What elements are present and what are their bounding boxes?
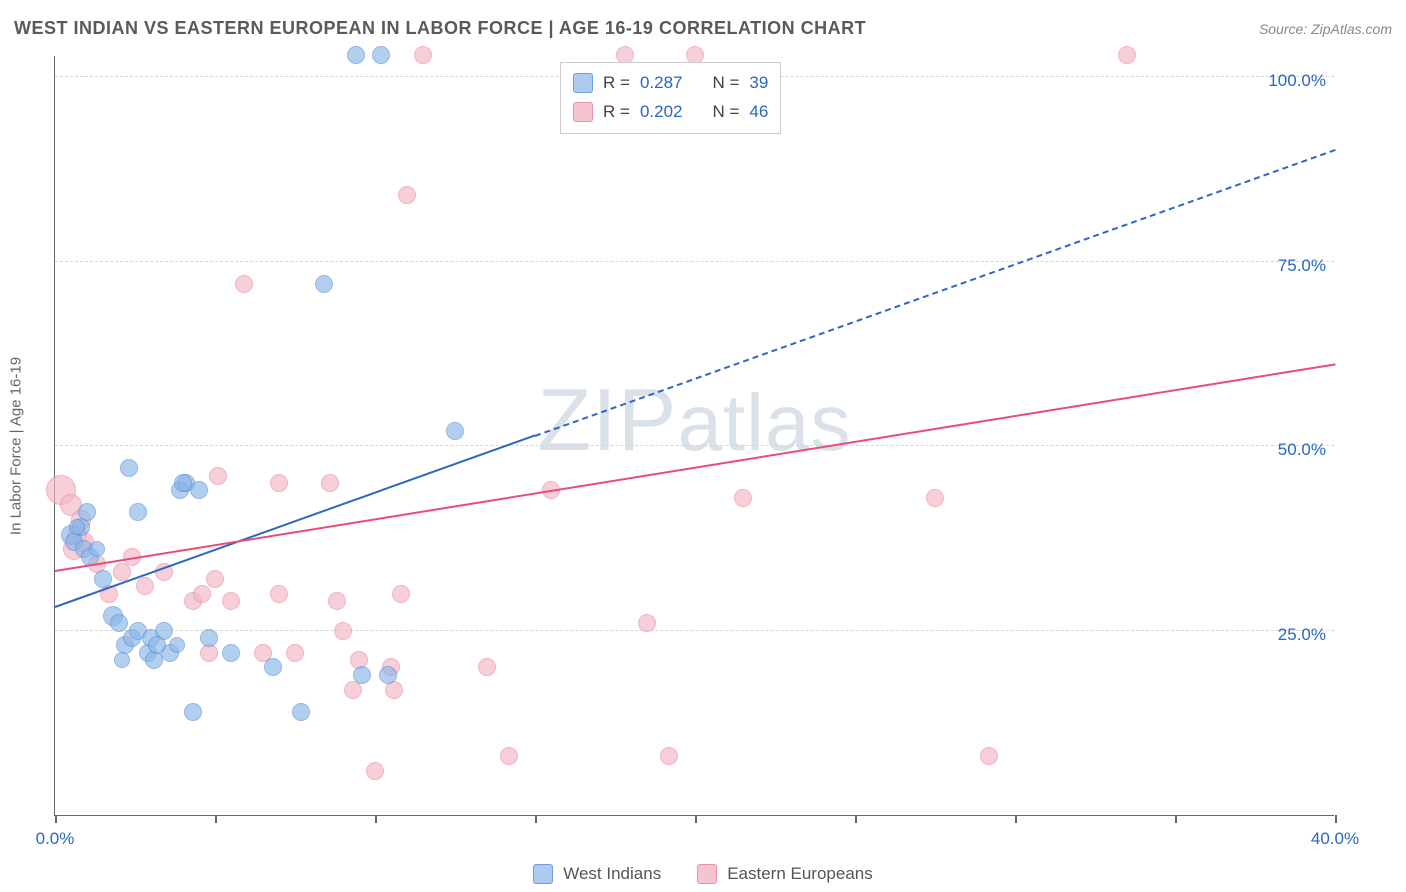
scatter-point [222,644,240,662]
watermark-part-1: ZIP [538,370,678,469]
legend-swatch-icon [697,864,717,884]
scatter-point [734,489,752,507]
y-tick-label: 75.0% [1278,256,1326,276]
y-tick-label: 25.0% [1278,625,1326,645]
gridline [55,261,1334,262]
x-tick [55,815,57,823]
correlation-legend: R = 0.287 N = 39 R = 0.202 N = 46 [560,62,781,134]
x-tick [855,815,857,823]
legend-swatch-icon [533,864,553,884]
scatter-point [174,474,192,492]
scatter-point [638,614,656,632]
scatter-point [129,503,147,521]
n-value: 39 [749,69,768,98]
legend-swatch-icon [573,73,593,93]
x-tick [215,815,217,823]
scatter-point [78,503,96,521]
scatter-point [315,275,333,293]
source-label: Source: ZipAtlas.com [1259,21,1392,37]
scatter-point [446,422,464,440]
legend-label: West Indians [563,864,661,884]
legend-row: R = 0.202 N = 46 [573,98,768,127]
r-value: 0.202 [640,98,683,127]
watermark: ZIPatlas [538,369,852,471]
n-value: 46 [749,98,768,127]
x-tick-label: 0.0% [36,829,75,849]
r-label: R = [603,98,630,127]
scatter-point [184,703,202,721]
scatter-point [169,637,185,653]
scatter-point [353,666,371,684]
scatter-point [292,703,310,721]
scatter-point [500,747,518,765]
scatter-point [347,46,365,64]
n-label: N = [712,98,739,127]
scatter-point [235,275,253,293]
watermark-part-2: atlas [677,378,851,467]
r-value: 0.287 [640,69,683,98]
scatter-point [1118,46,1136,64]
x-tick [375,815,377,823]
y-tick-label: 100.0% [1268,71,1326,91]
scatter-point [372,46,390,64]
gridline [55,445,1334,446]
scatter-point [379,666,397,684]
legend-row: R = 0.287 N = 39 [573,69,768,98]
scatter-point [366,762,384,780]
scatter-point [270,585,288,603]
scatter-point [69,519,85,535]
scatter-point [136,577,154,595]
scatter-point [660,747,678,765]
legend-swatch-icon [573,102,593,122]
scatter-point [398,186,416,204]
x-tick [1015,815,1017,823]
n-label: N = [712,69,739,98]
scatter-point [328,592,346,610]
x-tick [1175,815,1177,823]
scatter-point [392,585,410,603]
scatter-point [200,629,218,647]
scatter-point [926,489,944,507]
scatter-point [286,644,304,662]
scatter-point [478,658,496,676]
x-tick-label: 40.0% [1311,829,1359,849]
legend-label: Eastern Europeans [727,864,873,884]
scatter-point [980,747,998,765]
scatter-point [209,467,227,485]
r-label: R = [603,69,630,98]
scatter-plot: ZIPatlas 25.0%50.0%75.0%100.0%0.0%40.0% [54,56,1334,816]
legend-item-eastern-europeans: Eastern Europeans [697,864,873,884]
chart-title: WEST INDIAN VS EASTERN EUROPEAN IN LABOR… [14,18,866,39]
scatter-point [222,592,240,610]
scatter-point [334,622,352,640]
scatter-point [148,636,166,654]
scatter-point [114,652,130,668]
x-tick [695,815,697,823]
scatter-point [193,585,211,603]
scatter-point [414,46,432,64]
scatter-point [89,541,105,557]
x-tick [1335,815,1337,823]
trend-line [55,363,1335,572]
gridline [55,630,1334,631]
scatter-point [321,474,339,492]
y-axis-label: In Labor Force | Age 16-19 [8,357,25,535]
y-tick-label: 50.0% [1278,440,1326,460]
scatter-point [270,474,288,492]
scatter-point [206,570,224,588]
scatter-point [190,481,208,499]
scatter-point [110,614,128,632]
trend-line [535,149,1336,437]
legend-item-west-indians: West Indians [533,864,661,884]
bottom-legend: West Indians Eastern Europeans [0,864,1406,884]
scatter-point [120,459,138,477]
x-tick [535,815,537,823]
scatter-point [264,658,282,676]
